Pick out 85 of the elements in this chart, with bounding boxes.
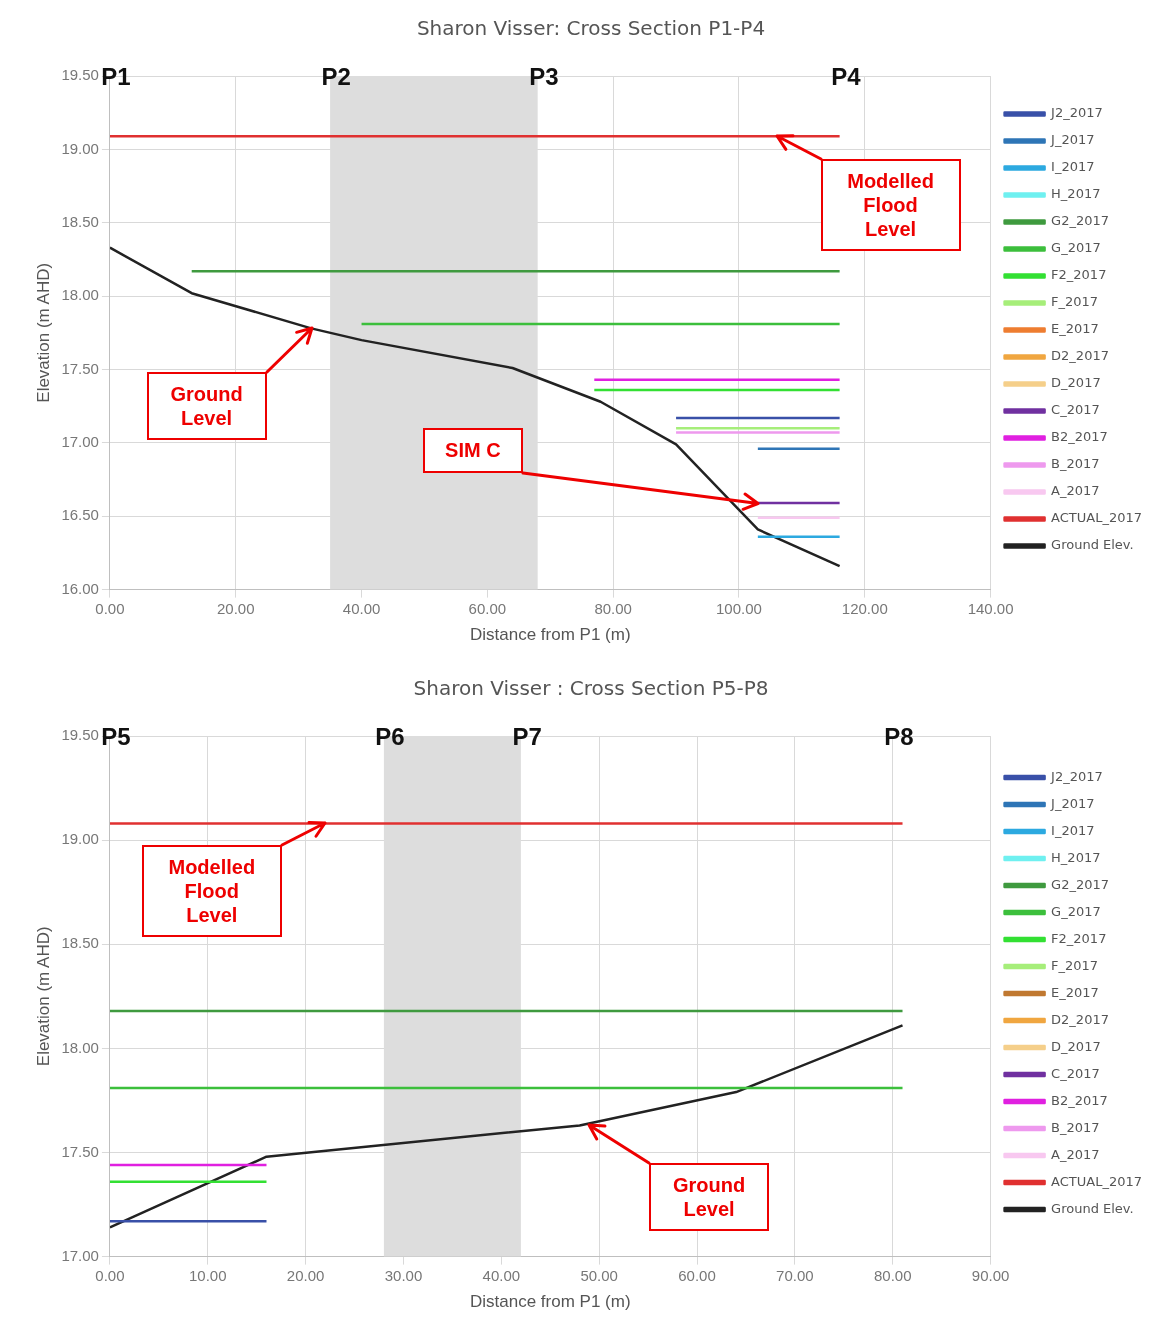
x-tick-label: 40.00 <box>482 1266 521 1284</box>
legend-label: B_2017 <box>1051 1119 1100 1135</box>
legend-label: F_2017 <box>1051 294 1099 310</box>
y-tick-label: 18.50 <box>61 934 99 952</box>
y-axis-title: Elevation (m AHD) <box>33 926 53 1067</box>
legend-label: J_2017 <box>1050 132 1095 148</box>
chart-title: Sharon Visser: Cross Section P1-P4 <box>416 16 766 41</box>
y-tick-label: 19.50 <box>61 66 99 84</box>
legend-label: Ground Elev. <box>1051 1200 1134 1216</box>
x-tick-label: 0.00 <box>95 1266 125 1284</box>
legend-label: Ground Elev. <box>1051 537 1134 553</box>
x-tick-label: 70.00 <box>776 1266 814 1284</box>
x-tick-label: 140.00 <box>967 599 1014 617</box>
y-tick-label: 19.00 <box>61 830 99 848</box>
legend-label: H_2017 <box>1051 186 1101 202</box>
x-tick-label: 80.00 <box>873 1266 912 1284</box>
legend-label: C_2017 <box>1051 1065 1100 1081</box>
y-tick-label: 17.50 <box>61 359 99 377</box>
y-tick-label: 19.00 <box>61 139 99 157</box>
legend-label: F2_2017 <box>1051 930 1107 946</box>
x-tick-label: 90.00 <box>971 1266 1010 1284</box>
y-tick-label: 16.50 <box>61 506 99 524</box>
legend-label: I_2017 <box>1051 822 1095 838</box>
y-tick-label: 17.50 <box>61 1142 99 1160</box>
legend-label: E_2017 <box>1051 984 1099 1000</box>
x-axis-title: Distance from P1 (m) <box>469 1292 631 1312</box>
annotation: P7 <box>512 722 542 750</box>
legend-label: D2_2017 <box>1051 348 1109 364</box>
y-tick-label: 18.50 <box>61 212 99 230</box>
x-tick-label: 10.00 <box>189 1266 227 1284</box>
annotation: SIM C <box>422 427 523 473</box>
legend-label: G2_2017 <box>1051 213 1110 229</box>
legend-label: C_2017 <box>1051 402 1100 418</box>
x-axis-title: Distance from P1 (m) <box>469 625 631 645</box>
annotation: P1 <box>101 62 131 90</box>
y-tick-label: 18.00 <box>61 286 99 304</box>
legend-label: J_2017 <box>1050 795 1095 811</box>
legend-label: D_2017 <box>1051 1038 1101 1054</box>
annotation: P4 <box>831 62 862 90</box>
annotation: Modelled Flood Level <box>141 845 282 938</box>
chart-title: Sharon Visser : Cross Section P5-P8 <box>413 676 769 701</box>
x-tick-label: 100.00 <box>716 599 762 617</box>
legend-label: H_2017 <box>1051 849 1101 865</box>
x-tick-label: 50.00 <box>580 1266 618 1284</box>
x-tick-label: 80.00 <box>594 599 632 617</box>
x-tick-label: 20.00 <box>286 1266 325 1284</box>
legend-label: B2_2017 <box>1051 1092 1108 1108</box>
y-axis-title: Elevation (m AHD) <box>33 262 53 403</box>
legend-label: D2_2017 <box>1051 1011 1109 1027</box>
legend-label: G_2017 <box>1051 903 1101 919</box>
legend-label: A_2017 <box>1051 483 1100 499</box>
x-tick-label: 20.00 <box>216 599 255 617</box>
annotation: Ground Level <box>146 372 267 441</box>
legend-label: F2_2017 <box>1051 267 1107 283</box>
x-tick-label: 60.00 <box>468 599 507 617</box>
legend-label: J2_2017 <box>1050 105 1103 121</box>
legend-label: I_2017 <box>1051 159 1095 175</box>
legend-label: ACTUAL_2017 <box>1051 1173 1142 1189</box>
annotation: P5 <box>101 722 131 750</box>
annotation: Modelled Flood Level <box>820 159 961 252</box>
annotation: P3 <box>529 62 559 90</box>
legend-label: B2_2017 <box>1051 429 1108 445</box>
legend-label: G2_2017 <box>1051 876 1110 892</box>
annotation: P2 <box>321 62 351 90</box>
legend-label: G_2017 <box>1051 240 1101 256</box>
x-tick-label: 30.00 <box>384 1266 423 1284</box>
x-tick-label: 120.00 <box>841 599 888 617</box>
x-tick-label: 60.00 <box>678 1266 716 1284</box>
y-tick-label: 17.00 <box>61 1246 99 1264</box>
legend-label: B_2017 <box>1051 456 1100 472</box>
y-tick-label: 17.00 <box>61 433 99 450</box>
annotation: Ground Level <box>649 1163 769 1232</box>
y-tick-label: 16.00 <box>61 579 99 597</box>
x-tick-label: 40.00 <box>342 599 381 617</box>
legend-label: A_2017 <box>1051 1146 1100 1162</box>
legend-label: J2_2017 <box>1050 768 1103 784</box>
annotation: P6 <box>375 722 405 750</box>
y-tick-label: 19.50 <box>61 726 99 744</box>
legend-label: E_2017 <box>1051 321 1099 337</box>
annotation: P8 <box>884 722 914 750</box>
legend-label: D_2017 <box>1051 375 1101 391</box>
y-tick-label: 18.00 <box>61 1038 99 1056</box>
x-tick-label: 0.00 <box>95 599 125 617</box>
legend-label: ACTUAL_2017 <box>1051 510 1142 526</box>
legend-label: F_2017 <box>1051 957 1099 973</box>
